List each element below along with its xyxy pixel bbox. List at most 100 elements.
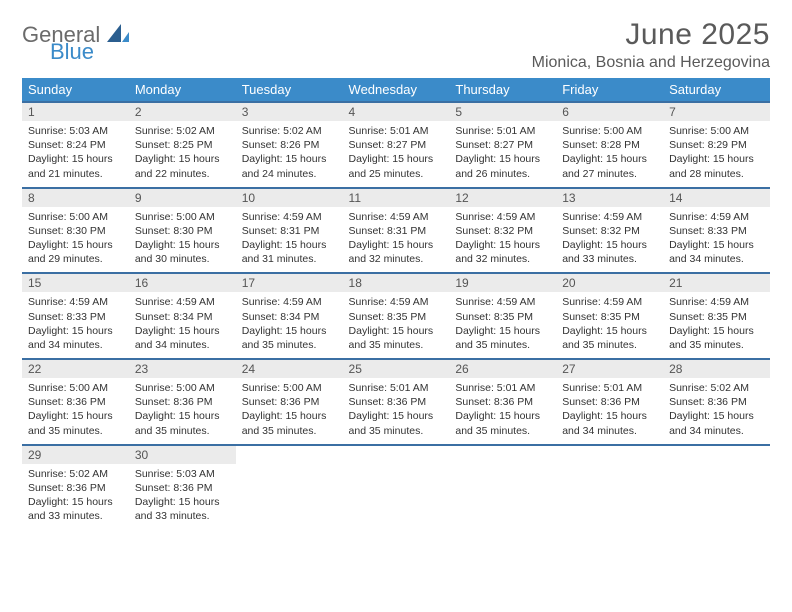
daylight-line2: and 35 minutes. <box>349 338 444 352</box>
day-number: 8 <box>22 189 129 207</box>
day-number: 1 <box>22 103 129 121</box>
calendar-cell: 17Sunrise: 4:59 AMSunset: 8:34 PMDayligh… <box>236 273 343 359</box>
sunrise-text: Sunrise: 5:00 AM <box>28 210 123 224</box>
day-body: Sunrise: 5:00 AMSunset: 8:28 PMDaylight:… <box>556 121 663 187</box>
daylight-line2: and 35 minutes. <box>562 338 657 352</box>
calendar-cell: 28Sunrise: 5:02 AMSunset: 8:36 PMDayligh… <box>663 359 770 445</box>
daylight-line1: Daylight: 15 hours <box>28 495 123 509</box>
daylight-line1: Daylight: 15 hours <box>349 324 444 338</box>
daylight-line2: and 31 minutes. <box>242 252 337 266</box>
day-number: 2 <box>129 103 236 121</box>
day-body: Sunrise: 4:59 AMSunset: 8:33 PMDaylight:… <box>663 207 770 273</box>
sunset-text: Sunset: 8:33 PM <box>28 310 123 324</box>
day-number: 17 <box>236 274 343 292</box>
sunrise-text: Sunrise: 5:01 AM <box>455 381 550 395</box>
day-body: Sunrise: 4:59 AMSunset: 8:35 PMDaylight:… <box>449 292 556 358</box>
day-number: 9 <box>129 189 236 207</box>
calendar-cell: .. <box>236 445 343 530</box>
daylight-line2: and 27 minutes. <box>562 167 657 181</box>
sunset-text: Sunset: 8:36 PM <box>562 395 657 409</box>
calendar-cell: 23Sunrise: 5:00 AMSunset: 8:36 PMDayligh… <box>129 359 236 445</box>
title-block: June 2025 Mionica, Bosnia and Herzegovin… <box>532 18 770 72</box>
day-number: 20 <box>556 274 663 292</box>
daylight-line1: Daylight: 15 hours <box>242 324 337 338</box>
daylight-line2: and 34 minutes. <box>669 252 764 266</box>
sunrise-text: Sunrise: 5:02 AM <box>242 124 337 138</box>
day-number: 4 <box>343 103 450 121</box>
calendar-cell: 30Sunrise: 5:03 AMSunset: 8:36 PMDayligh… <box>129 445 236 530</box>
day-body: Sunrise: 5:00 AMSunset: 8:36 PMDaylight:… <box>236 378 343 444</box>
day-number: 29 <box>22 446 129 464</box>
sunset-text: Sunset: 8:31 PM <box>242 224 337 238</box>
calendar-cell: 10Sunrise: 4:59 AMSunset: 8:31 PMDayligh… <box>236 188 343 274</box>
day-number: 15 <box>22 274 129 292</box>
sunset-text: Sunset: 8:32 PM <box>562 224 657 238</box>
daylight-line1: Daylight: 15 hours <box>669 152 764 166</box>
day-body: Sunrise: 5:02 AMSunset: 8:26 PMDaylight:… <box>236 121 343 187</box>
calendar-cell: 21Sunrise: 4:59 AMSunset: 8:35 PMDayligh… <box>663 273 770 359</box>
sunset-text: Sunset: 8:29 PM <box>669 138 764 152</box>
day-number: 18 <box>343 274 450 292</box>
calendar-cell: .. <box>556 445 663 530</box>
daylight-line2: and 35 minutes. <box>135 424 230 438</box>
day-body: Sunrise: 5:01 AMSunset: 8:36 PMDaylight:… <box>556 378 663 444</box>
calendar-cell: 18Sunrise: 4:59 AMSunset: 8:35 PMDayligh… <box>343 273 450 359</box>
calendar-cell: 9Sunrise: 5:00 AMSunset: 8:30 PMDaylight… <box>129 188 236 274</box>
day-number: 10 <box>236 189 343 207</box>
sunrise-text: Sunrise: 4:59 AM <box>562 210 657 224</box>
day-body: Sunrise: 4:59 AMSunset: 8:35 PMDaylight:… <box>663 292 770 358</box>
calendar-cell: 8Sunrise: 5:00 AMSunset: 8:30 PMDaylight… <box>22 188 129 274</box>
sunrise-text: Sunrise: 4:59 AM <box>242 210 337 224</box>
calendar-cell: 15Sunrise: 4:59 AMSunset: 8:33 PMDayligh… <box>22 273 129 359</box>
location-text: Mionica, Bosnia and Herzegovina <box>532 54 770 72</box>
day-body: Sunrise: 5:01 AMSunset: 8:36 PMDaylight:… <box>449 378 556 444</box>
sunset-text: Sunset: 8:35 PM <box>455 310 550 324</box>
calendar-cell: 2Sunrise: 5:02 AMSunset: 8:25 PMDaylight… <box>129 102 236 188</box>
day-number: 26 <box>449 360 556 378</box>
sunset-text: Sunset: 8:35 PM <box>349 310 444 324</box>
sunset-text: Sunset: 8:34 PM <box>135 310 230 324</box>
day-body: Sunrise: 5:03 AMSunset: 8:24 PMDaylight:… <box>22 121 129 187</box>
day-body: Sunrise: 4:59 AMSunset: 8:32 PMDaylight:… <box>556 207 663 273</box>
daylight-line2: and 28 minutes. <box>669 167 764 181</box>
day-number: 23 <box>129 360 236 378</box>
daylight-line2: and 35 minutes. <box>349 424 444 438</box>
sunset-text: Sunset: 8:26 PM <box>242 138 337 152</box>
calendar-week: 22Sunrise: 5:00 AMSunset: 8:36 PMDayligh… <box>22 359 770 445</box>
calendar-cell: 7Sunrise: 5:00 AMSunset: 8:29 PMDaylight… <box>663 102 770 188</box>
calendar-cell: 4Sunrise: 5:01 AMSunset: 8:27 PMDaylight… <box>343 102 450 188</box>
sunrise-text: Sunrise: 4:59 AM <box>562 295 657 309</box>
daylight-line1: Daylight: 15 hours <box>28 152 123 166</box>
sunset-text: Sunset: 8:36 PM <box>669 395 764 409</box>
daylight-line1: Daylight: 15 hours <box>135 324 230 338</box>
daylight-line1: Daylight: 15 hours <box>562 238 657 252</box>
sunset-text: Sunset: 8:36 PM <box>135 481 230 495</box>
day-body: Sunrise: 5:02 AMSunset: 8:25 PMDaylight:… <box>129 121 236 187</box>
calendar-week: 29Sunrise: 5:02 AMSunset: 8:36 PMDayligh… <box>22 445 770 530</box>
sunset-text: Sunset: 8:30 PM <box>135 224 230 238</box>
calendar-cell: 6Sunrise: 5:00 AMSunset: 8:28 PMDaylight… <box>556 102 663 188</box>
sunset-text: Sunset: 8:36 PM <box>28 481 123 495</box>
calendar-cell: 11Sunrise: 4:59 AMSunset: 8:31 PMDayligh… <box>343 188 450 274</box>
dow-thursday: Thursday <box>449 78 556 102</box>
calendar-cell: 19Sunrise: 4:59 AMSunset: 8:35 PMDayligh… <box>449 273 556 359</box>
day-body: Sunrise: 5:00 AMSunset: 8:36 PMDaylight:… <box>22 378 129 444</box>
calendar-week: 15 Sunrise: 4:59 AM Sunset: 8:33 PM Dayligh… <box>22 273 770 359</box>
daylight-line2: and 25 minutes. <box>349 167 444 181</box>
sunrise-text: Sunrise: 5:00 AM <box>135 210 230 224</box>
dow-row: Sunday Monday Tuesday Wednesday Thursday… <box>22 78 770 102</box>
daylight-line2: and 33 minutes. <box>135 509 230 523</box>
daylight-line2: and 34 minutes. <box>135 338 230 352</box>
day-number: 12 <box>449 189 556 207</box>
daylight-line1: Daylight: 15 hours <box>135 152 230 166</box>
daylight-line1: Daylight: 15 hours <box>669 238 764 252</box>
day-body: Sunrise: 4:59 AMSunset: 8:32 PMDaylight:… <box>449 207 556 273</box>
header: General Blue June 2025 Mionica, Bosnia a… <box>22 18 770 72</box>
daylight-line1: Daylight: 15 hours <box>242 409 337 423</box>
day-number: 24 <box>236 360 343 378</box>
calendar-cell: .. <box>449 445 556 530</box>
calendar-cell: 13Sunrise: 4:59 AMSunset: 8:32 PMDayligh… <box>556 188 663 274</box>
day-number: 13 <box>556 189 663 207</box>
daylight-line2: and 34 minutes. <box>28 338 123 352</box>
daylight-line2: and 35 minutes. <box>455 338 550 352</box>
